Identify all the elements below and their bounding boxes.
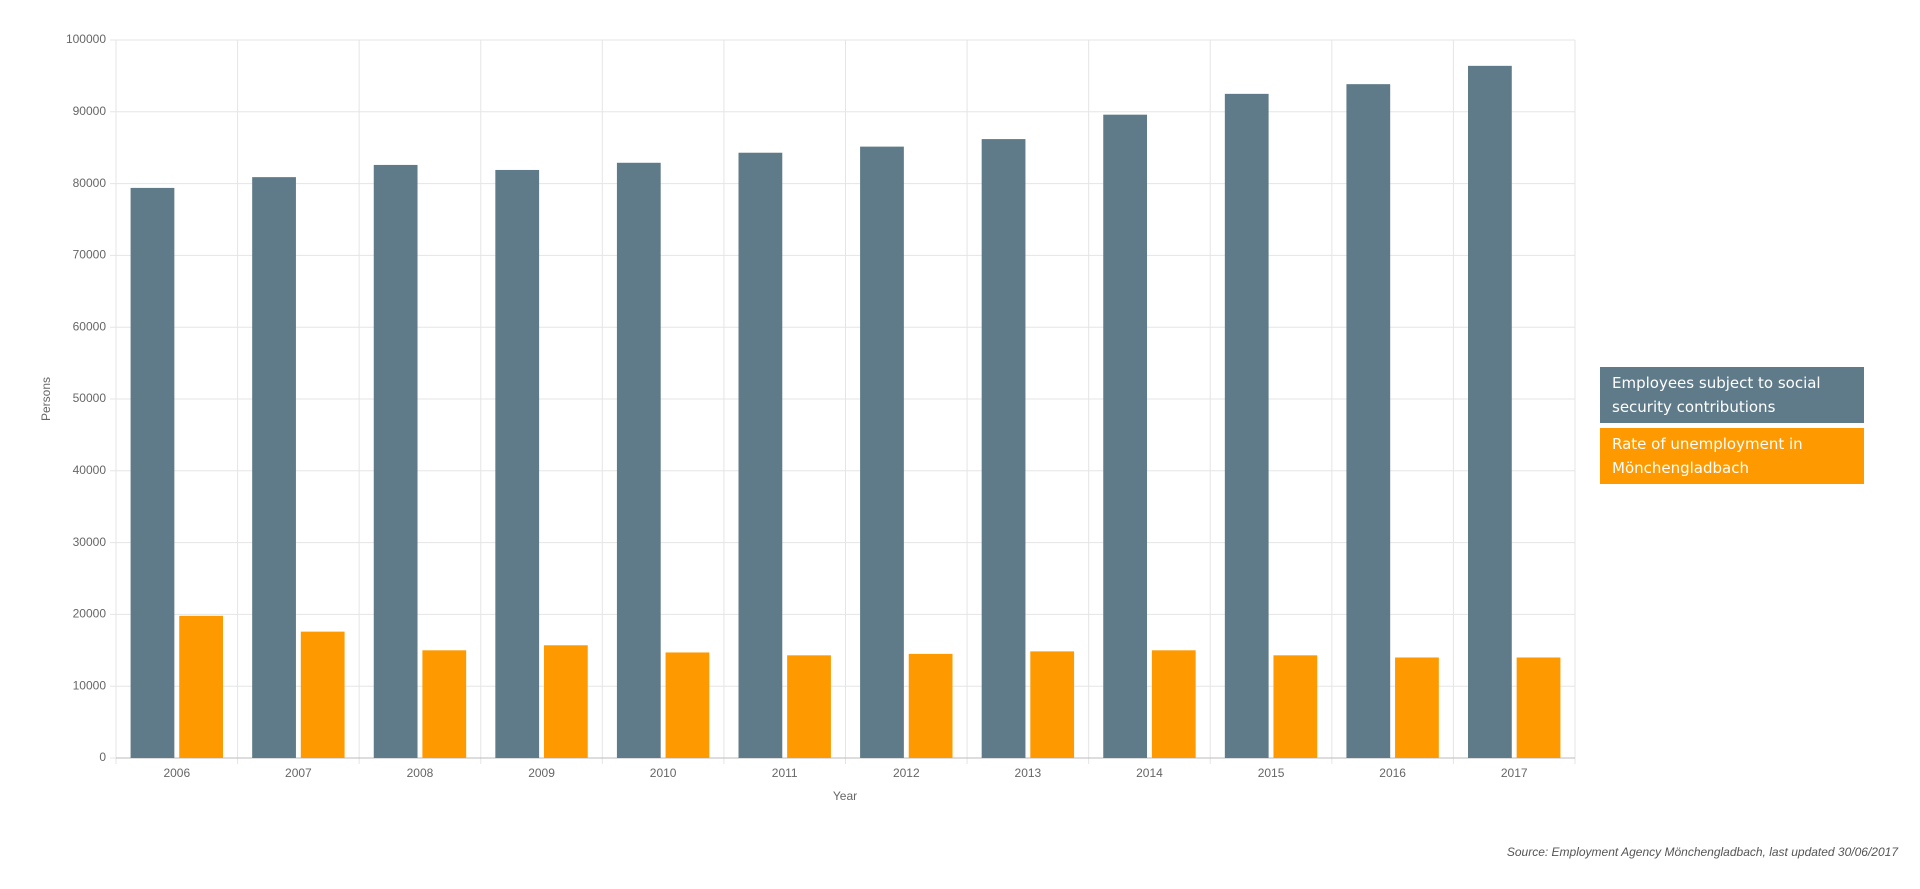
x-tick-label: 2017 [1501,766,1528,780]
bar [1030,651,1075,758]
bar [1103,114,1148,758]
legend-entry[interactable]: Employees subject to social security con… [1600,367,1864,423]
bar [787,655,831,758]
y-tick-label: 100000 [66,32,106,46]
y-tick-label: 50000 [73,391,107,405]
bar [179,615,223,758]
x-tick-label: 2008 [407,766,434,780]
legend: Employees subject to social security con… [1600,367,1864,489]
y-tick-label: 10000 [73,678,107,692]
y-tick-label: 60000 [73,319,107,333]
x-tick-label: 2013 [1015,766,1042,780]
legend-entry[interactable]: Rate of unemployment in Mönchengladbach [1600,428,1864,484]
bar [1346,84,1391,759]
bar [738,152,783,758]
bar [1224,93,1269,759]
bar [130,187,175,758]
bar [860,146,904,759]
bar [981,139,1026,759]
bar [1151,650,1196,758]
bar [1468,65,1512,758]
bar [665,652,710,758]
x-tick-label: 2007 [285,766,312,780]
y-tick-label: 90000 [73,104,107,118]
x-tick-label: 2014 [1136,766,1163,780]
x-tick-label: 2009 [528,766,555,780]
x-tick-label: 2015 [1258,766,1285,780]
x-tick-label: 2010 [650,766,677,780]
bar [373,164,418,758]
y-tick-label: 0 [99,750,106,764]
bar [1273,655,1318,758]
y-tick-label: 70000 [73,248,107,262]
bar [300,631,345,758]
x-tick-label: 2016 [1379,766,1406,780]
bar [616,162,661,758]
x-tick-label: 2011 [772,766,798,780]
y-tick-label: 80000 [73,176,107,190]
bar [543,645,588,758]
bar [908,653,953,758]
y-tick-label: 30000 [73,535,107,549]
bar [252,177,296,758]
x-tick-label: 2006 [163,766,190,780]
bar [495,169,540,758]
bar [422,650,467,758]
bar [1395,657,1439,758]
y-axis-title: Persons [39,377,53,421]
x-tick-label: 2012 [893,766,920,780]
source-note: Source: Employment Agency Mönchengladbac… [1506,845,1898,859]
y-tick-label: 20000 [73,607,107,621]
bar [1516,657,1561,758]
y-tick-label: 40000 [73,463,107,477]
x-axis-title: Year [833,789,857,803]
